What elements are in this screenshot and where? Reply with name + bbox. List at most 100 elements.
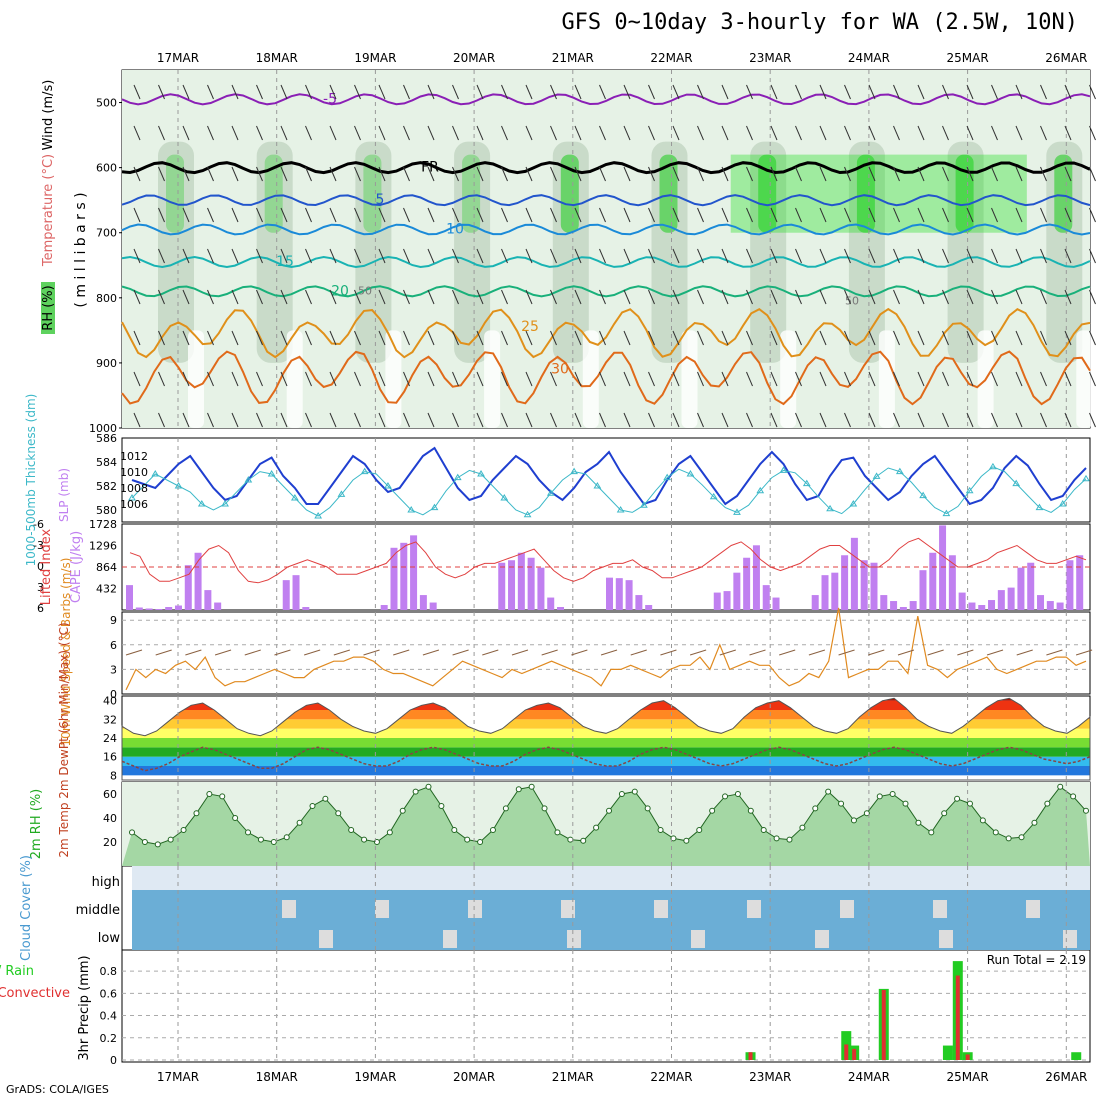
- dewpoint-line: [121, 746, 1091, 772]
- wind-barb: [991, 84, 998, 100]
- wind-barb: [511, 649, 529, 656]
- cloud-row-label: high: [92, 875, 120, 890]
- cape-bar: [390, 547, 398, 610]
- wind-barb: [672, 412, 680, 428]
- cape-bar: [292, 575, 300, 610]
- temp-line: [121, 697, 1091, 781]
- wind-barb: [158, 412, 165, 428]
- cape-bar: [517, 552, 525, 610]
- isotherm-line: [121, 350, 1091, 406]
- wind-barb: [452, 330, 459, 346]
- cape-tick: 1728: [89, 518, 117, 531]
- wind-barb: [574, 412, 582, 428]
- rh2m-tick: 60: [103, 788, 117, 801]
- wind-barb: [541, 649, 558, 656]
- wind-tick: 0: [110, 688, 117, 701]
- wind-barb: [476, 289, 484, 305]
- precip-tick: 0.2: [100, 1032, 118, 1045]
- thickness-point: [523, 510, 532, 518]
- wind-barb: [991, 289, 998, 305]
- cloud-row-label: middle: [76, 903, 120, 918]
- cape-axis-label: CAPE (J/kg): [69, 531, 84, 603]
- rh-moist-area: [758, 154, 777, 233]
- wind-barb: [452, 289, 459, 305]
- wind-barb: [770, 412, 778, 428]
- wind-barb: [1089, 248, 1096, 264]
- wind-barb: [182, 330, 190, 346]
- wind-barb: [256, 412, 263, 428]
- wind-barb: [893, 84, 900, 100]
- wind-barb: [1015, 289, 1023, 305]
- thickness-point: [709, 492, 718, 500]
- thickness-point: [430, 503, 439, 511]
- rh2m-point: [412, 788, 419, 795]
- wind-barb: [525, 412, 533, 428]
- wind-barb: [525, 207, 533, 223]
- cloud-gap: [561, 900, 575, 918]
- cape-bar: [155, 609, 163, 610]
- cape-bar: [1076, 555, 1084, 610]
- cape-bar: [625, 580, 633, 610]
- wind-barb: [133, 412, 141, 428]
- wind-barb: [501, 412, 508, 428]
- rh2m-axis-label: 2m RH (%): [29, 789, 44, 860]
- wind-barb: [280, 166, 288, 182]
- wind-barb: [991, 166, 998, 182]
- wind-barb: [770, 371, 778, 387]
- slp-tick: 1010: [120, 466, 148, 479]
- li-line: [129, 537, 1087, 584]
- wind-barb: [476, 125, 484, 141]
- cloud-gap: [282, 900, 296, 918]
- rh2m-point: [825, 788, 832, 795]
- wind-barb: [1064, 207, 1072, 223]
- cape-bar: [978, 605, 986, 610]
- temp-color-band: [122, 756, 1090, 766]
- wind-barb: [354, 84, 361, 100]
- wind-barb: [329, 248, 337, 264]
- wind-barb: [158, 330, 165, 346]
- wind-barb: [354, 412, 361, 428]
- cape-bar: [850, 537, 858, 610]
- rh2m-point: [283, 834, 290, 841]
- rh-dry-area: [681, 330, 698, 428]
- cloud-high-clear: [132, 866, 1090, 890]
- wind-barb: [844, 84, 851, 100]
- wind-barb: [133, 166, 141, 182]
- rh2m-point: [309, 803, 316, 809]
- rh2m-point: [180, 827, 187, 833]
- wind-barb: [403, 84, 410, 100]
- wind-barb: [746, 371, 753, 387]
- temp-color-band: [122, 766, 1090, 776]
- thickness-point: [849, 500, 858, 507]
- rh2m-point: [915, 819, 922, 826]
- wind-barb: [672, 84, 680, 100]
- precip-axis-label: 3hr Precip (mm): [77, 955, 92, 1060]
- wind-barb: [476, 84, 484, 100]
- rh2m-point: [966, 800, 973, 807]
- cape-bar: [165, 607, 173, 610]
- wind-barb: [648, 330, 655, 346]
- wind-barb: [422, 649, 440, 656]
- wind-barb: [329, 412, 337, 428]
- slp-tick: 1012: [120, 450, 148, 463]
- wind-barb: [1040, 125, 1047, 141]
- wind-barb: [697, 166, 704, 182]
- wind-barb: [482, 649, 499, 656]
- wind-barb: [795, 289, 802, 305]
- wind-barb: [808, 649, 826, 656]
- wind-barb: [378, 125, 386, 141]
- wind-barb: [574, 330, 582, 346]
- wind-barb: [133, 207, 141, 223]
- wind-barb: [354, 166, 361, 182]
- cloud-axis-label: Cloud Cover (%): [19, 855, 34, 961]
- wind-barb: [231, 289, 239, 305]
- wind-barb: [231, 371, 239, 387]
- rh2m-point: [335, 810, 342, 817]
- rh2m-point: [606, 807, 612, 814]
- cape-bar: [527, 557, 535, 610]
- rh2m-point: [863, 810, 870, 817]
- rh2m-point: [489, 827, 496, 833]
- wind-barb: [672, 166, 680, 182]
- thickness-point: [733, 508, 741, 515]
- cape-bar: [537, 567, 545, 610]
